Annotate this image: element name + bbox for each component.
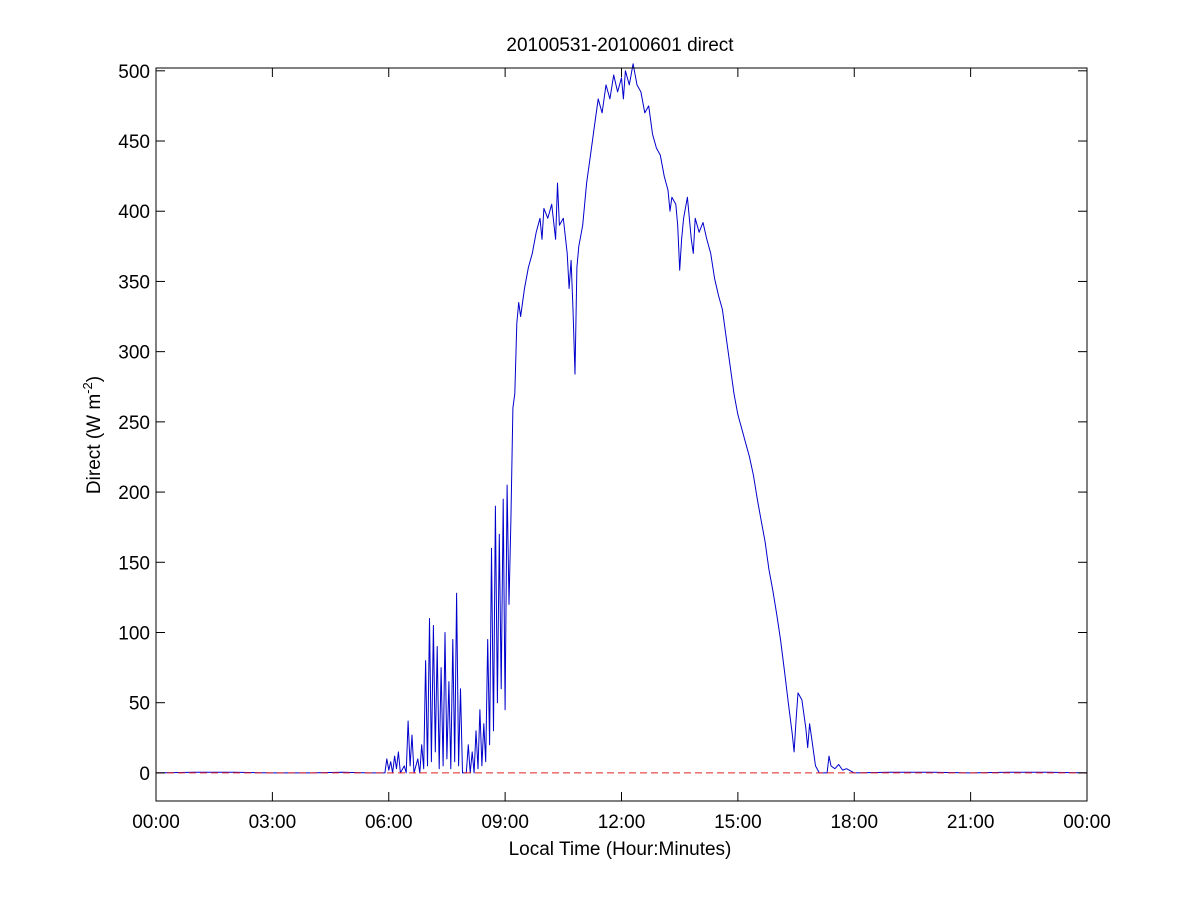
- y-tick-label: 300: [118, 343, 150, 364]
- y-axis-label-end: ): [84, 376, 105, 382]
- x-tick-label: 00:00: [132, 812, 180, 833]
- x-tick-label: 09:00: [481, 812, 529, 833]
- y-tick-label: 400: [118, 202, 150, 223]
- x-tick-label: 18:00: [830, 812, 878, 833]
- y-tick-label: 50: [129, 694, 150, 715]
- x-tick-label: 21:00: [947, 812, 995, 833]
- y-tick-label: 250: [118, 413, 150, 434]
- y-tick-label: 100: [118, 623, 150, 644]
- chart-title: 20100531-20100601 direct: [506, 35, 734, 56]
- y-tick-label: 200: [118, 483, 150, 504]
- x-tick-label: 15:00: [714, 812, 762, 833]
- y-axis-label: Direct (W m-2): [80, 376, 105, 494]
- y-tick-label: 450: [118, 132, 150, 153]
- axis-ticks: 00:00 03:00 06:00 09:00 12:00 15:00 18:00 21:00…: [118, 62, 1110, 833]
- series-line-1: [155, 63, 1088, 774]
- y-axis-label-sup: -2: [80, 382, 95, 394]
- y-tick-label: 150: [118, 553, 150, 574]
- x-tick-label: 00:00: [1063, 812, 1111, 833]
- y-tick-label: 350: [118, 272, 150, 293]
- y-tick-label: 500: [118, 62, 150, 83]
- series-layer: [155, 63, 1088, 774]
- plot-area: [156, 68, 1087, 801]
- x-tick-label: 06:00: [365, 812, 413, 833]
- x-axis-label: Local Time (Hour:Minutes): [509, 839, 732, 860]
- y-axis-label-main: Direct (W m: [84, 394, 105, 494]
- x-tick-label: 12:00: [598, 812, 646, 833]
- y-tick-label: 0: [139, 764, 150, 785]
- plot-frame: [155, 67, 1088, 802]
- x-tick-label: 03:00: [249, 812, 297, 833]
